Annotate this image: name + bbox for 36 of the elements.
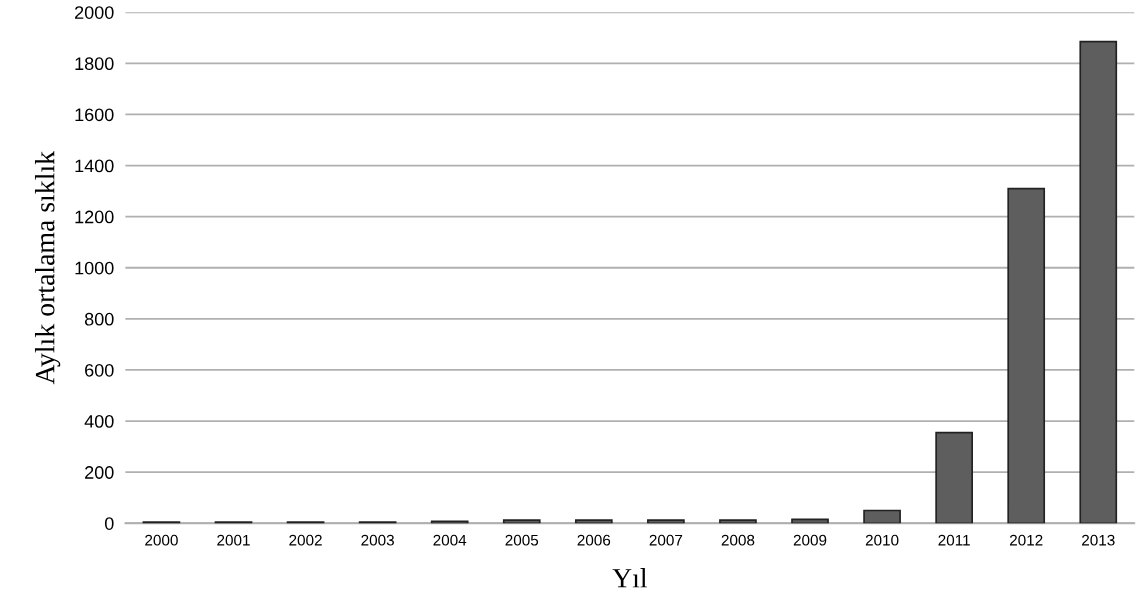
bar [430, 520, 469, 524]
bar [863, 509, 901, 524]
bar [502, 519, 541, 524]
bar [1007, 187, 1046, 524]
y-tick-label: 1600 [75, 108, 114, 122]
x-tick-label: 2010 [865, 534, 899, 546]
y-tick-label: 200 [85, 466, 114, 479]
y-tick-label: 1800 [75, 57, 114, 71]
x-tick-label: 2005 [505, 534, 539, 546]
bar [1079, 40, 1118, 524]
bar [647, 519, 685, 524]
x-tick-label: 2006 [577, 534, 611, 546]
y-tick-label: 1200 [75, 210, 114, 224]
bar [935, 431, 973, 524]
y-tick-label: 0 [104, 517, 114, 530]
x-tick-label: 2011 [938, 534, 970, 546]
y-tick-label: 2000 [75, 6, 114, 19]
y-axis-title: Aylık ortalama sıklık [34, 150, 61, 385]
y-tick-label: 1400 [75, 159, 114, 173]
y-tick-label: 600 [85, 363, 114, 377]
y-tick-label: 400 [84, 414, 114, 428]
x-tick-label: 2013 [1082, 534, 1115, 546]
x-tick-label: 2000 [145, 534, 178, 546]
x-tick-label: 2002 [289, 534, 322, 546]
x-axis-title: Yıl [612, 568, 648, 588]
x-tick-label: 2004 [433, 534, 467, 546]
x-tick-label: 2003 [361, 534, 394, 546]
y-tick-label: 800 [84, 312, 114, 326]
x-tick-label: 2008 [721, 534, 755, 546]
x-tick-label: 2007 [649, 534, 683, 546]
x-tick-label: 2009 [793, 534, 827, 546]
bar [719, 519, 757, 524]
x-tick-label: 2001 [217, 534, 250, 546]
x-tick-label: 2012 [1009, 534, 1043, 546]
bar [574, 519, 613, 524]
y-tick-label: 1000 [75, 261, 114, 275]
